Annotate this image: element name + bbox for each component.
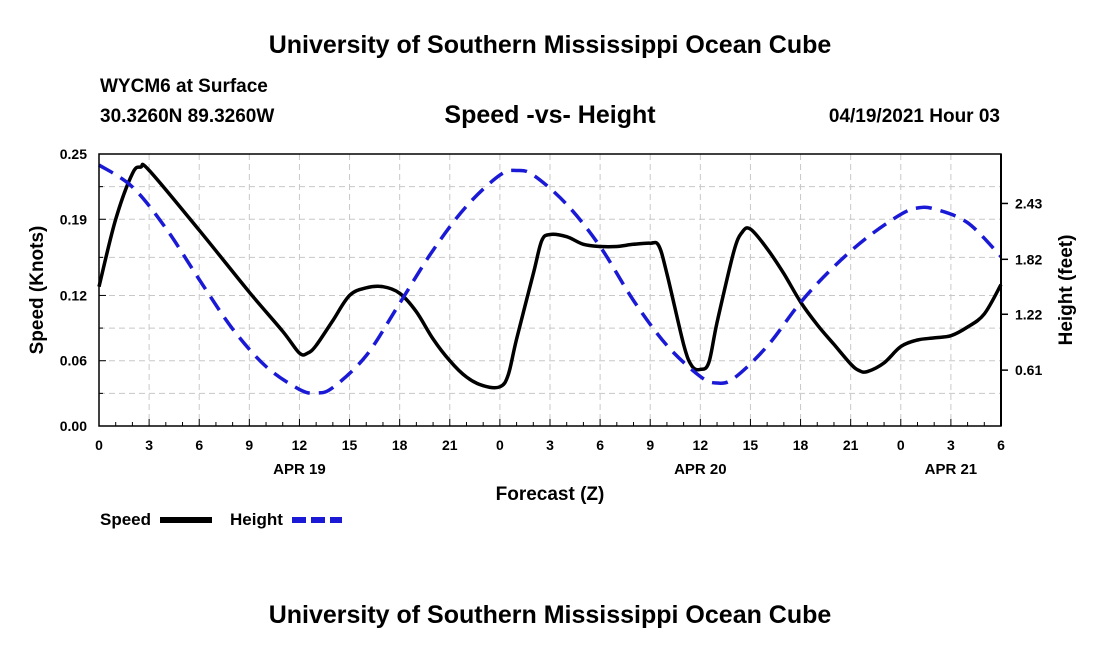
date-label: APR 20 — [674, 461, 727, 478]
x-tick-label: 18 — [793, 437, 809, 453]
right-y-tick-label: 2.43 — [1015, 195, 1042, 211]
left-y-tick-label: 0.06 — [60, 353, 87, 369]
right-y-tick-label: 1.22 — [1015, 306, 1042, 322]
speed-series-line — [97, 162, 1003, 390]
left-y-tick-label: 0.00 — [60, 418, 87, 434]
x-tick-label: 3 — [947, 437, 955, 453]
height-series-line — [98, 163, 1003, 395]
right-y-axis-title: Height (feet) — [1056, 235, 1077, 346]
page-title: University of Southern Mississippi Ocean… — [268, 31, 832, 59]
x-axis-title: Forecast (Z) — [496, 484, 605, 505]
x-tick-label: 12 — [292, 437, 308, 453]
x-tick-label: 15 — [342, 437, 358, 453]
legend: Speed Height — [100, 510, 342, 529]
chart-title: Speed -vs- Height — [444, 101, 656, 129]
station-coords: 30.3260N 89.3260W — [100, 106, 275, 127]
x-tick-label: 18 — [392, 437, 408, 453]
x-tick-label: 9 — [245, 437, 253, 453]
left-y-axis-title: Speed (Knots) — [27, 226, 48, 355]
x-tick-label: 3 — [145, 437, 153, 453]
left-y-tick-label: 0.19 — [60, 211, 87, 227]
date-label: APR 19 — [273, 461, 326, 478]
right-y-axis-ticks: 0.61 1.22 1.82 2.43 — [1001, 195, 1042, 378]
left-y-axis-ticks: 0.00 0.06 0.12 0.19 0.25 — [60, 146, 106, 434]
x-tick-label: 12 — [693, 437, 709, 453]
x-tick-label: 21 — [442, 437, 458, 453]
x-tick-label: 0 — [897, 437, 905, 453]
x-tick-label: 21 — [843, 437, 859, 453]
date-label: APR 21 — [925, 461, 978, 478]
forecast-datetime: 04/19/2021 Hour 03 — [828, 106, 1000, 127]
x-tick-label: 0 — [95, 437, 103, 453]
right-y-tick-label: 1.82 — [1015, 251, 1042, 267]
x-axis-date-labels: APR 19 APR 20 APR 21 — [273, 461, 977, 478]
footer-title: University of Southern Mississippi Ocean… — [268, 601, 832, 629]
grid-lines — [99, 154, 1001, 426]
x-tick-label: 0 — [496, 437, 504, 453]
legend-height-label: Height — [230, 510, 283, 529]
station-label: WYCM6 at Surface — [100, 76, 268, 97]
x-tick-label: 9 — [646, 437, 654, 453]
left-y-tick-label: 0.12 — [60, 287, 87, 303]
right-y-tick-label: 0.61 — [1015, 362, 1042, 378]
x-tick-label: 6 — [195, 437, 203, 453]
x-tick-label: 3 — [546, 437, 554, 453]
left-y-tick-label: 0.25 — [60, 146, 87, 162]
x-tick-label: 15 — [743, 437, 759, 453]
legend-speed-label: Speed — [100, 510, 151, 529]
x-axis-ticks: 0 3 6 9 12 15 18 21 0 3 6 9 12 15 18 21 0 3 6 — [95, 419, 1005, 453]
x-tick-label: 6 — [997, 437, 1005, 453]
x-tick-label: 6 — [596, 437, 604, 453]
